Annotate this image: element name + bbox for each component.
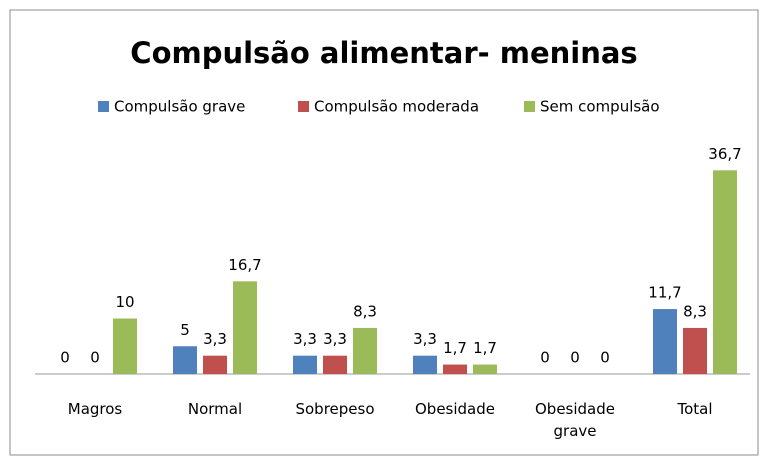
bar (683, 327, 707, 374)
data-label: 0 (600, 349, 610, 367)
data-label: 8,3 (683, 302, 707, 320)
legend-swatch (98, 101, 109, 112)
data-label: 0 (90, 349, 100, 367)
data-label: 36,7 (708, 145, 741, 163)
data-label: 3,3 (413, 330, 437, 348)
x-tick-label: Normal (187, 400, 243, 418)
bar (113, 318, 137, 374)
legend-label: Compulsão moderada (314, 98, 479, 116)
data-label: 1,7 (473, 339, 497, 357)
x-tick-label: Magros (67, 400, 123, 418)
bar (653, 309, 677, 374)
data-label: 10 (115, 293, 134, 311)
legend-swatch (524, 101, 535, 112)
data-label: 16,7 (228, 256, 261, 274)
bar (173, 346, 197, 374)
bar (443, 364, 467, 374)
legend-swatch (298, 101, 309, 112)
data-label: 5 (180, 321, 190, 339)
bar (293, 355, 317, 374)
bar (323, 355, 347, 374)
legend-label: Sem compulsão (540, 98, 660, 116)
data-label: 3,3 (293, 330, 317, 348)
data-label: 0 (540, 349, 550, 367)
bar (353, 327, 377, 374)
data-label: 0 (60, 349, 70, 367)
x-tick-label: Obesidade (414, 400, 495, 418)
bar (233, 281, 257, 374)
bar (473, 364, 497, 374)
chart-border (9, 9, 759, 456)
data-label: 8,3 (353, 302, 377, 320)
data-label: 3,3 (323, 330, 347, 348)
bar (713, 170, 737, 374)
data-label: 11,7 (648, 284, 681, 302)
x-tick-label: Obesidade grave (534, 400, 615, 440)
legend-label: Compulsão grave (114, 98, 245, 116)
bar (413, 355, 437, 374)
bar (203, 355, 227, 374)
x-tick-label: Total (677, 400, 713, 418)
data-label: 0 (570, 349, 580, 367)
chart-title: Compulsão alimentar- meninas (130, 36, 637, 70)
x-tick-label: Sobrepeso (295, 400, 375, 418)
data-label: 3,3 (203, 330, 227, 348)
data-label: 1,7 (443, 339, 467, 357)
